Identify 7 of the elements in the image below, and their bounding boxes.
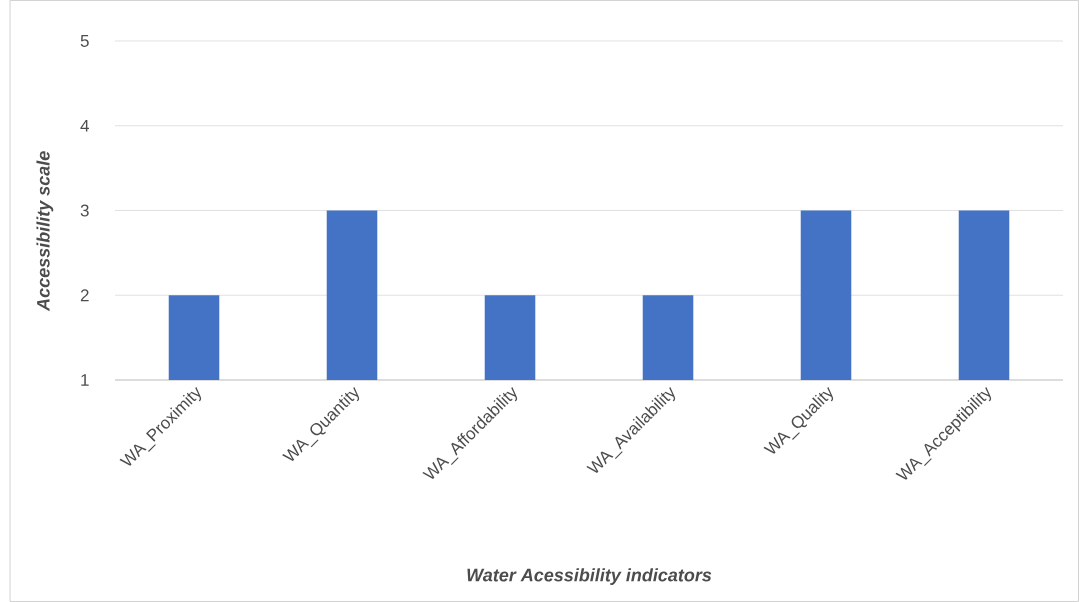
y-tick-label: 3 (80, 204, 89, 217)
y-tick-label: 4 (80, 119, 89, 132)
y-tick-label: 2 (80, 289, 89, 302)
y-tick-label: 5 (80, 35, 89, 47)
x-axis-title: Water Acessibility indicators (467, 568, 712, 585)
y-tick-label: 1 (81, 374, 89, 386)
y-axis-title: Accessibility scale (36, 151, 54, 312)
